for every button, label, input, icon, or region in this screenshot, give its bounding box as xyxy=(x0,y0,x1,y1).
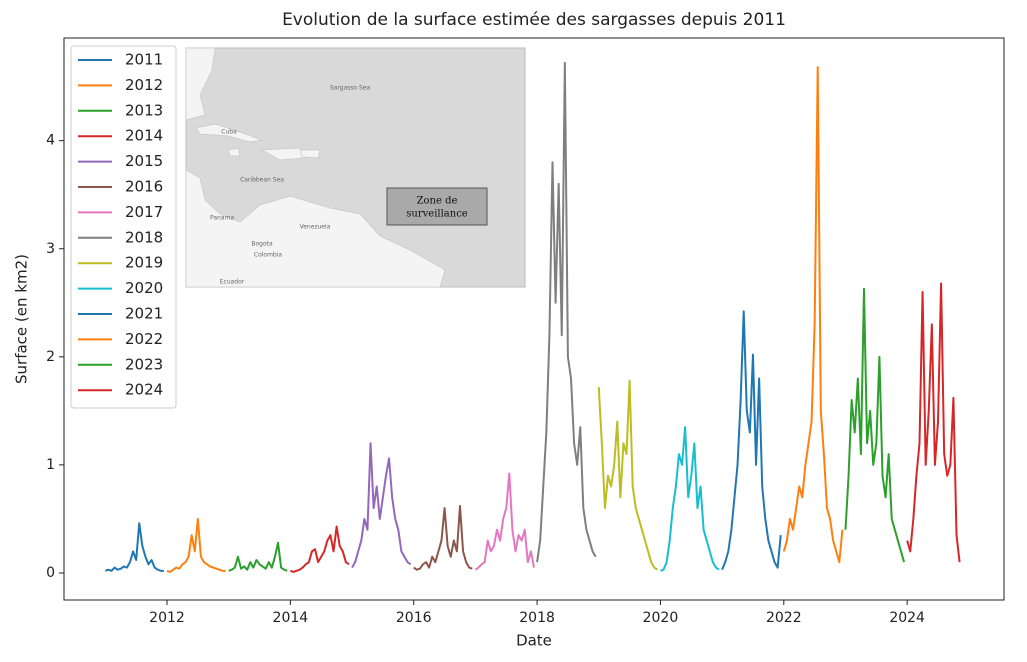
map-land xyxy=(299,149,321,159)
zone-label: surveillance xyxy=(406,209,468,220)
series-line xyxy=(782,66,844,564)
legend-label: 2013 xyxy=(125,101,163,119)
series-line xyxy=(166,517,226,573)
legend-label: 2017 xyxy=(125,203,163,221)
y-tick-label: 0 xyxy=(46,565,55,581)
map-land xyxy=(195,123,264,143)
legend-label: 2019 xyxy=(125,254,163,272)
map-land xyxy=(185,47,216,121)
map-label: Bogota xyxy=(251,241,273,248)
x-tick-label: 2016 xyxy=(396,610,432,626)
y-axis-label: Surface (en km2) xyxy=(13,254,31,384)
map-land xyxy=(227,147,241,157)
legend-frame xyxy=(70,45,177,409)
legend-label: 2015 xyxy=(125,152,163,170)
map-label: Colombia xyxy=(254,252,283,259)
y-tick-label: 4 xyxy=(46,133,55,149)
zone-label: Zone de xyxy=(417,196,458,207)
series-line xyxy=(906,282,961,563)
series-line xyxy=(660,426,720,572)
series-line xyxy=(351,442,412,569)
x-tick-label: 2024 xyxy=(889,610,925,626)
zone-box xyxy=(386,187,488,226)
legend-label: 2023 xyxy=(125,355,163,373)
map-land xyxy=(185,169,446,288)
series-line xyxy=(721,310,782,571)
legend: 2011 2012 2013 2014 2015 2016 2017 2018 2019 2020… xyxy=(70,45,177,409)
legend-label: 2018 xyxy=(125,228,163,246)
inset-map: Sargasso Sea Cuba Caribbean Sea Panama Venez… xyxy=(185,47,526,288)
series-line xyxy=(597,379,658,571)
y-tick-label: 1 xyxy=(46,457,55,473)
series-line xyxy=(290,525,350,573)
y-tick-label: 3 xyxy=(46,241,55,257)
legend-label: 2012 xyxy=(125,76,163,94)
map-label: Venezuela xyxy=(300,224,331,231)
series-line xyxy=(413,504,473,571)
legend-label: 2024 xyxy=(125,381,163,399)
chart-title: Evolution de la surface estimée des sarg… xyxy=(282,10,786,30)
legend-label: 2021 xyxy=(125,305,163,323)
legend-label: 2016 xyxy=(125,178,163,196)
map-land xyxy=(260,147,306,161)
x-tick-label: 2020 xyxy=(643,610,679,626)
legend-label: 2022 xyxy=(125,330,163,348)
map-label: Panama xyxy=(210,215,234,222)
x-tick-label: 2014 xyxy=(273,610,309,626)
series-line xyxy=(536,61,597,563)
series-line xyxy=(844,287,906,563)
x-tick-label: 2022 xyxy=(766,610,802,626)
map-label: Caribbean Sea xyxy=(240,177,284,184)
plot-frame xyxy=(63,37,1005,601)
x-tick-label: 2012 xyxy=(149,610,185,626)
series-line xyxy=(104,522,164,572)
y-tick-label: 2 xyxy=(46,349,55,365)
map-label: Ecuador xyxy=(220,279,245,286)
series-line xyxy=(228,541,288,572)
legend-label: 2014 xyxy=(125,127,163,145)
x-tick-label: 2018 xyxy=(519,610,555,626)
map-label: Sargasso Sea xyxy=(330,85,371,92)
legend-label: 2020 xyxy=(125,279,163,297)
legend-label: 2011 xyxy=(125,51,163,69)
map-label: Cuba xyxy=(221,129,237,136)
series-line xyxy=(474,472,535,571)
x-axis-label: Date xyxy=(516,632,552,650)
